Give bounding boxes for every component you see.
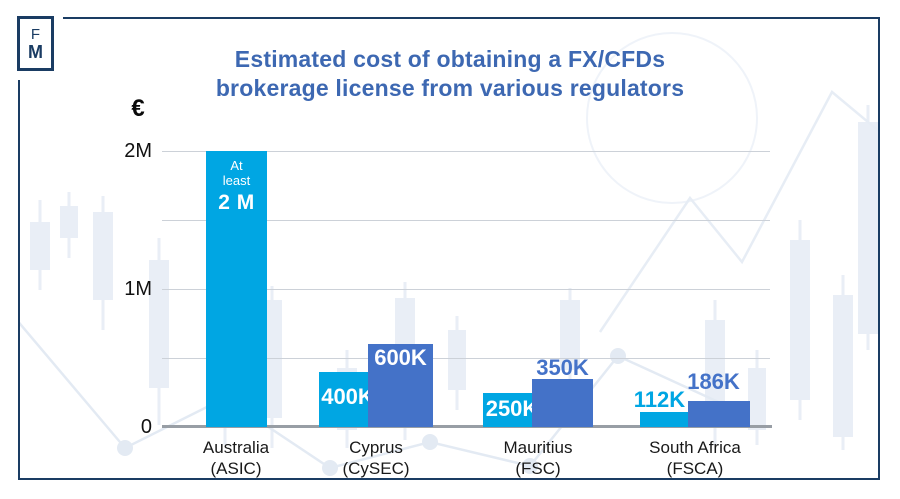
- x-label-australia-name: Australia: [202, 438, 270, 457]
- bar-cyprus-max-label: 600K: [374, 345, 427, 370]
- chart-title: Estimated cost of obtaining a FX/CFDs br…: [0, 45, 900, 103]
- x-label-australia-regulator: (ASIC): [210, 459, 262, 478]
- bar-south-africa-max: [688, 401, 750, 427]
- currency-symbol: €: [131, 95, 145, 122]
- bar-cyprus-min-label: 400K: [321, 383, 374, 409]
- bar-australia-value-label: 2 M: [218, 191, 255, 214]
- gridline-1-5m: [162, 220, 770, 221]
- bar-australia-min: At least 2 M: [206, 151, 267, 427]
- x-label-south-africa-regulator: (FSCA): [666, 459, 724, 478]
- logo-letter-m: M: [28, 41, 43, 62]
- x-label-south-africa-name: South Africa: [649, 438, 741, 457]
- bar-australia-note: At least: [206, 158, 267, 188]
- chart-title-line-2: brokerage license from various regulator…: [215, 75, 685, 101]
- x-label-mauritius-regulator: (FSC): [515, 459, 561, 478]
- gridline-2m: [162, 151, 770, 152]
- x-axis-line: [162, 425, 772, 428]
- y-tick-2m: 2M: [124, 140, 152, 162]
- gridline-0-5m: [162, 358, 770, 359]
- logo-letter-f: F: [30, 25, 41, 43]
- y-tick-0: 0: [140, 416, 152, 438]
- fm-logo: F M: [17, 16, 54, 71]
- x-label-australia: Australia (ASIC): [154, 437, 318, 479]
- x-label-cyprus: Cyprus (CySEC): [294, 437, 458, 479]
- bar-cyprus-max: 600K: [368, 344, 433, 427]
- x-label-cyprus-name: Cyprus: [349, 438, 403, 457]
- y-tick-1m: 1M: [124, 278, 152, 300]
- x-label-mauritius: Mauritius (FSC): [456, 437, 620, 479]
- bar-mauritius-max-label: 350K: [536, 355, 589, 380]
- chart-title-line-1: Estimated cost of obtaining a FX/CFDs: [234, 46, 666, 72]
- bar-south-africa-min: [640, 412, 703, 427]
- bar-australia-note-line1: At: [230, 158, 243, 173]
- x-label-mauritius-name: Mauritius: [503, 438, 573, 457]
- bar-mauritius-max: [532, 379, 593, 427]
- gridline-1m: [162, 289, 770, 290]
- bar-south-africa-max-label: 186K: [687, 369, 740, 394]
- x-label-cyprus-regulator: (CySEC): [342, 459, 410, 478]
- x-label-south-africa: South Africa (FSCA): [613, 437, 777, 479]
- bar-australia-note-line2: least: [222, 173, 251, 188]
- bar-mauritius-min-label: 250K: [485, 395, 539, 421]
- bar-south-africa-min-label: 112K: [633, 387, 686, 412]
